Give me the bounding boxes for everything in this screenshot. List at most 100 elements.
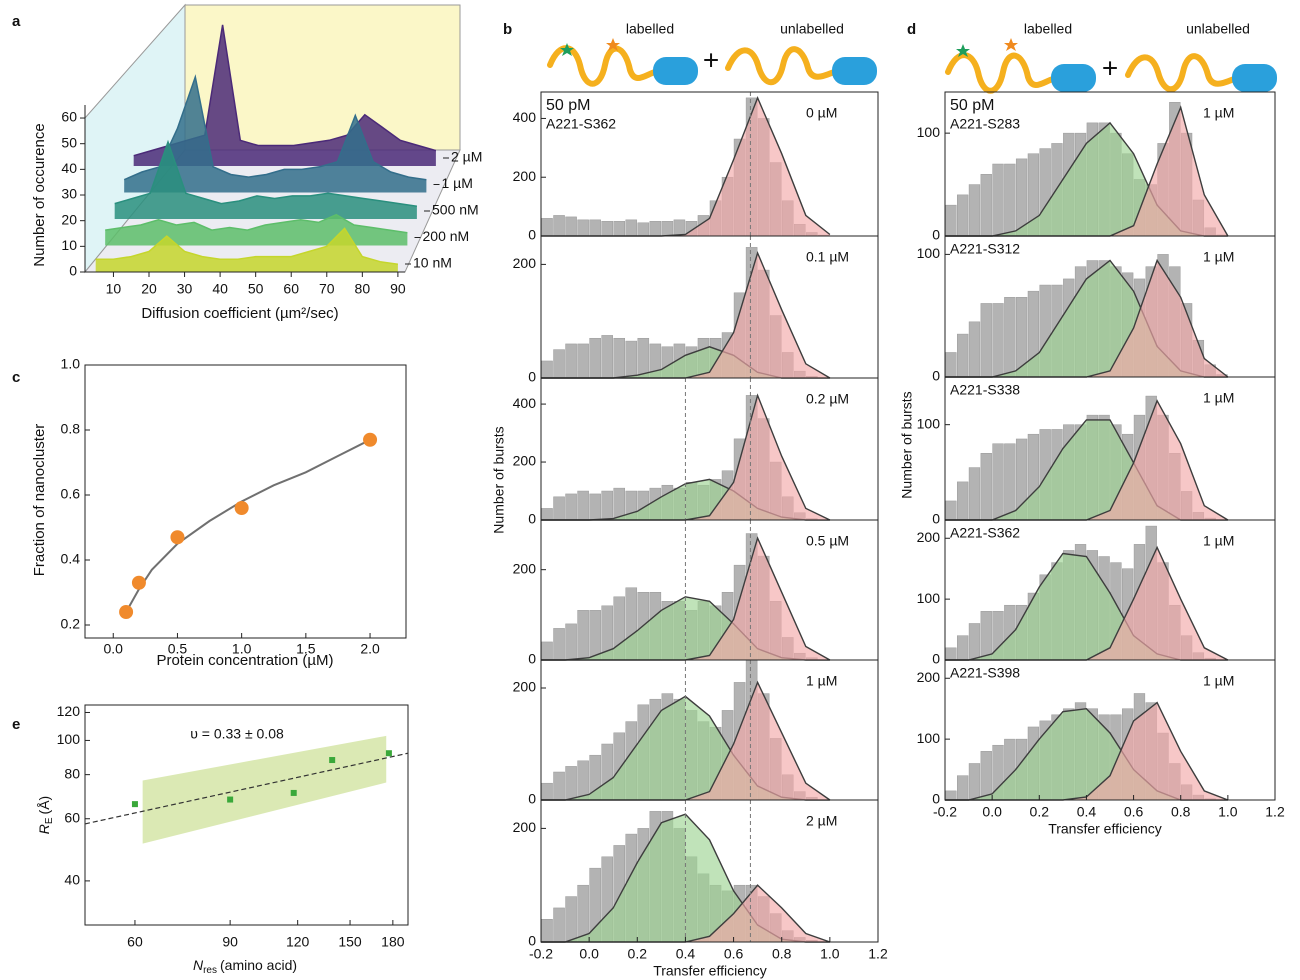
- bar: [577, 343, 589, 379]
- bar: [541, 641, 553, 661]
- x-tick-label: 0.4: [1077, 804, 1097, 820]
- y-tick-label: 200: [917, 529, 941, 545]
- panel-letter: e: [12, 716, 20, 733]
- concentration-label: 1 µM: [1203, 673, 1234, 689]
- bar: [992, 163, 1004, 237]
- x-tick-label: 80: [355, 281, 371, 297]
- y-tick-label: 0: [932, 227, 940, 243]
- bar: [541, 508, 553, 521]
- component-fill: [945, 553, 1228, 660]
- panel-letter: d: [907, 21, 916, 38]
- ridge-fill: [95, 228, 398, 272]
- bar: [980, 611, 992, 661]
- bar: [980, 174, 992, 237]
- x-tick-label: 70: [319, 281, 335, 297]
- y-tick-label: 0: [69, 263, 77, 279]
- scheme-d: [945, 38, 1277, 94]
- component-fill: [541, 682, 830, 800]
- point: [170, 530, 185, 545]
- bar: [1004, 163, 1016, 237]
- donor-star: [956, 44, 970, 57]
- y-tick-label: 0: [932, 651, 940, 667]
- bar: [625, 340, 638, 379]
- bar: [945, 500, 957, 521]
- y-tick-label: 400: [513, 109, 537, 125]
- bar: [553, 215, 565, 237]
- x-tick-label: 1.0: [820, 946, 840, 962]
- y-tick-label: 120: [57, 703, 81, 719]
- x-tick-label: 0.5: [168, 641, 188, 657]
- bar: [553, 771, 565, 801]
- component-fill: [541, 885, 830, 942]
- y-tick-label: 0: [932, 511, 940, 527]
- acceptor-star: [1004, 38, 1018, 51]
- bar: [957, 775, 969, 801]
- point: [131, 575, 146, 590]
- x-tick-label: 90: [390, 281, 406, 297]
- bar: [565, 896, 577, 943]
- y-tick-label: 100: [917, 124, 941, 140]
- bar: [553, 628, 565, 661]
- y-tick-label: 80: [64, 765, 80, 781]
- bar: [577, 610, 589, 661]
- bar: [957, 194, 969, 237]
- x-tick-label: 0.2: [1030, 804, 1050, 820]
- confidence-band: [142, 735, 387, 844]
- x-tick-label: 2.0: [360, 641, 380, 657]
- component-fill: [945, 702, 1228, 800]
- x-tick-label: 30: [177, 281, 193, 297]
- y-tick-label: 0: [932, 791, 940, 807]
- point: [131, 801, 138, 808]
- y-tick-label: 100: [917, 590, 941, 606]
- point: [227, 796, 234, 803]
- component-fill: [945, 107, 1228, 237]
- concentration-label: 1 µM: [1203, 390, 1234, 406]
- x-tick-label: 0.0: [579, 946, 599, 962]
- x-tick-label: 0.0: [982, 804, 1002, 820]
- y-axis-label: Number of occurence: [31, 123, 48, 266]
- component-fill: [945, 547, 1228, 660]
- bar: [945, 647, 957, 661]
- ridge-fill: [105, 214, 408, 246]
- point: [385, 750, 392, 757]
- plot-frame: [944, 659, 1276, 801]
- bar: [553, 496, 565, 521]
- y-tick-label: 0.4: [61, 551, 81, 567]
- sample-note: A221-S312: [950, 241, 1020, 257]
- bar: [1004, 443, 1016, 521]
- component-fill: [541, 696, 830, 800]
- panel-letter: a: [12, 13, 21, 30]
- y-tick-label: 200: [513, 453, 537, 469]
- chain: [1125, 53, 1237, 93]
- bar: [992, 443, 1004, 521]
- bar: [673, 219, 686, 237]
- unit: (Å): [36, 796, 52, 815]
- series-label: 500 nM: [432, 202, 479, 218]
- bar: [541, 919, 553, 943]
- bar: [980, 751, 992, 801]
- bar: [589, 337, 601, 379]
- scheme-label: labelled: [1024, 21, 1072, 37]
- ridge-line: [123, 74, 427, 181]
- bar: [968, 467, 981, 521]
- x-tick-label: 1.0: [1218, 804, 1238, 820]
- bar: [968, 763, 981, 801]
- bar: [565, 766, 577, 801]
- y-tick-label: 0.8: [61, 421, 81, 437]
- bar: [577, 490, 589, 521]
- donor-star: [560, 43, 574, 56]
- x-axis-label: Transfer efficiency: [653, 963, 767, 979]
- bar: [637, 222, 650, 237]
- x-tick-label: 1.0: [232, 641, 252, 657]
- sample-note: A221-S283: [950, 116, 1020, 132]
- plot-frame: [540, 799, 879, 943]
- scheme-label: labelled: [626, 21, 674, 37]
- component-fill: [945, 400, 1228, 520]
- bar: [968, 623, 981, 661]
- y-tick-label: 40: [61, 160, 77, 176]
- x-tick-label: 150: [338, 934, 362, 950]
- y-tick-label: 0: [528, 651, 536, 667]
- y-axis-label: Number of bursts: [491, 426, 507, 533]
- plus-sign: +: [1102, 52, 1118, 83]
- y-tick-label: 0: [528, 791, 536, 807]
